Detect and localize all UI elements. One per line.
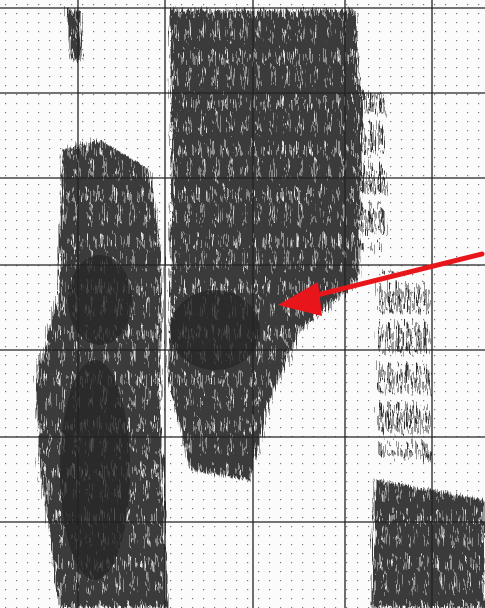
faint-bands: [355, 90, 432, 460]
right-low-band: [372, 480, 485, 608]
right-upper-band: [355, 90, 385, 250]
left-top-trace: [68, 10, 82, 60]
red-arrow: [278, 251, 485, 316]
right-mid-band: [378, 270, 432, 460]
